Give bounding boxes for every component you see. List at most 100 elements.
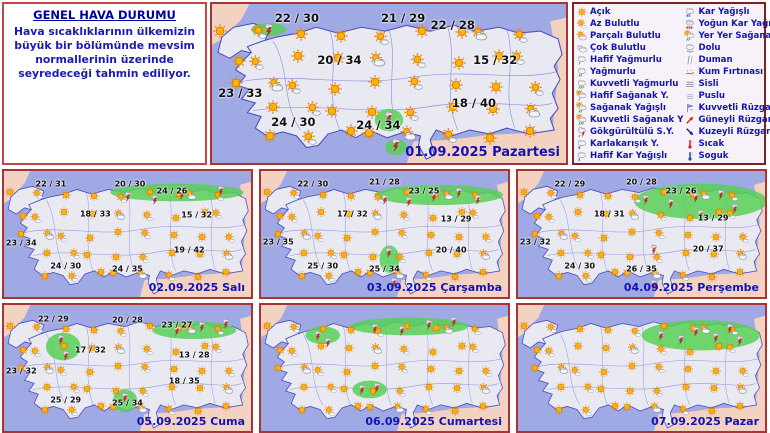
temperature-label: 25 / 34 (369, 264, 400, 274)
temperature-label: 18 / 40 (451, 95, 497, 110)
strong-wind-icon (683, 102, 696, 115)
legend-item: Açık (575, 6, 683, 18)
temperature-label: 17 / 32 (75, 345, 106, 355)
legend-column-1: Açık Az Bulutlu Parçalı Bulutlu Çok Bulu… (575, 6, 683, 161)
legend-item-label: Karlakarışık Y. (590, 139, 659, 149)
scattered-shower-icon (683, 30, 696, 43)
heavy-snow-icon (683, 18, 696, 31)
legend-item-label: Yer Yer Sağanak Y. (698, 31, 770, 41)
light-snow-icon (575, 150, 588, 163)
temperature-label: 22 / 30 (274, 11, 320, 26)
legend-column-2: Kar Yağışlı Yoğun Kar Yağışlı Yer Yer Sa… (683, 6, 770, 161)
legend-item-label: Yoğun Kar Yağışlı (698, 19, 770, 29)
legend-item: Kuzeyli Rüzgar (683, 126, 770, 138)
temperature-label: 21 / 28 (369, 177, 400, 187)
legend-item: Kuvvetli Rüzgar (683, 102, 770, 114)
partly-cloudy-icon (575, 30, 588, 43)
temperature-label: 24 / 30 (50, 261, 82, 270)
legend-item: Puslu (683, 90, 770, 102)
legend-item-label: Kum Fırtınası (698, 67, 764, 77)
temperature-label: 25 / 29 (50, 395, 82, 404)
legend-item: Hafif Sağanak Y. (575, 90, 683, 102)
temperature-label: 19 / 42 (173, 245, 205, 255)
legend-item: Karlakarışık Y. (575, 138, 683, 150)
hot-icon (683, 138, 696, 151)
legend-item: Güneyli Rüzgar (683, 114, 770, 126)
temperature-label: 25 / 34 (112, 398, 143, 408)
legend-item: Yer Yer Sağanak Y. (683, 30, 770, 42)
temperature-label: 15 / 32 (473, 52, 518, 67)
map-date-label: 07.09.2025 Pazar (651, 415, 759, 428)
legend-item-label: Gökgürültülü S.Y. (590, 127, 675, 137)
light-shower-icon (575, 90, 588, 103)
legend-item: Gökgürültülü S.Y. (575, 126, 683, 138)
legend-item-label: Hafif Sağanak Y. (590, 91, 669, 101)
legend-item: Sisli (683, 78, 770, 90)
legend-item-label: Çok Bulutlu (590, 43, 646, 53)
map-date-label: 05.09.2025 Cuma (136, 415, 245, 428)
legend-item-label: Hafif Yağmurlu (590, 55, 662, 65)
general-weather-title: GENEL HAVA DURUMU (33, 8, 176, 22)
legend-item: Kum Fırtınası (683, 66, 770, 78)
map-date-label: 03.09.2025 Çarşamba (366, 281, 502, 294)
temperature-label: 23 / 32 (519, 237, 551, 247)
map-date-label: 02.09.2025 Salı (148, 281, 245, 294)
temperature-label: 23 / 26 (665, 186, 697, 196)
legend-item-label: Kar Yağışlı (698, 7, 750, 17)
temperature-label: 24 / 30 (271, 114, 316, 129)
forecast-map-day5: 22 / 29 20 / 28 23 / 27 17 / 32 13 / 28 23 / … (2, 303, 253, 433)
map-date-label: 06.09.2025 Cumartesi (365, 415, 502, 428)
clear-icon (575, 6, 588, 19)
temperature-label: 22 / 28 (430, 17, 475, 32)
legend-item-label: Soguk (698, 151, 729, 161)
temperature-label: 24 / 35 (112, 264, 143, 274)
general-weather-panel: GENEL HAVA DURUMU Hava sıcaklıklarının ü… (2, 2, 207, 165)
temperature-label: 18 / 31 (593, 209, 625, 219)
temperature-label: 18 / 33 (79, 209, 111, 219)
temperature-label: 23 / 25 (408, 186, 440, 196)
temperature-label: 20 / 28 (626, 177, 657, 187)
temperature-label: 22 / 29 (554, 179, 586, 189)
hail-icon (683, 42, 696, 55)
legend-item-label: Sağanak Yağışlı (590, 103, 666, 113)
legend-item-label: Sıcak (698, 139, 725, 149)
legend-item: Hafif Kar Yağışlı (575, 150, 683, 162)
weather-legend: Açık Az Bulutlu Parçalı Bulutlu Çok Bulu… (572, 2, 770, 165)
temperature-label: 20 / 30 (114, 179, 146, 189)
rain-icon (575, 66, 588, 79)
temperature-label: 24 / 26 (156, 186, 188, 196)
legend-item-label: Hafif Kar Yağışlı (590, 151, 668, 161)
legend-item: Çok Bulutlu (575, 42, 683, 54)
thunderstorm-icon (575, 126, 588, 139)
temperature-label: 24 / 30 (564, 261, 596, 270)
map-date-label: 04.09.2025 Perşembe (623, 281, 759, 294)
south-wind-icon (683, 114, 696, 127)
legend-item: Duman (683, 54, 770, 66)
forecast-map-day6: 06.09.2025 Cumartesi (259, 303, 510, 433)
temperature-label: 21 / 29 (381, 11, 426, 26)
legend-item: Soguk (683, 150, 770, 162)
cold-icon (683, 150, 696, 163)
temperature-label: 22 / 30 (297, 179, 329, 189)
forecast-map-day7: 07.09.2025 Pazar (516, 303, 767, 433)
legend-item-label: Kuvvetli Rüzgar (698, 103, 770, 113)
legend-item: Yağmurlu (575, 66, 683, 78)
north-wind-icon (683, 126, 696, 139)
legend-item: Kuvvetli Sağanak Y (575, 114, 683, 126)
temperature-label: 18 / 35 (168, 376, 200, 386)
temperature-label: 20 / 34 (317, 52, 362, 67)
legend-item-label: Açık (590, 7, 611, 17)
temperature-label: 20 / 40 (435, 245, 467, 255)
fog-icon (683, 78, 696, 91)
temperature-label: 22 / 29 (38, 314, 69, 324)
temperature-label: 20 / 37 (692, 244, 724, 254)
legend-item-label: Kuzeyli Rüzgar (698, 127, 770, 137)
few-clouds-icon (575, 18, 588, 31)
shower-icon (575, 102, 588, 115)
temperature-label: 13 / 28 (178, 350, 210, 360)
forecast-map-day2: 22 / 31 20 / 30 24 / 26 18 / 33 15 / 32 23 / … (2, 169, 253, 299)
temperature-label: 23 / 34 (5, 238, 37, 248)
legend-item: Kar Yağışlı (683, 6, 770, 18)
legend-item-label: Kuvvetli Yağmurlu (590, 79, 679, 89)
temperature-label: 13 / 29 (440, 214, 472, 224)
